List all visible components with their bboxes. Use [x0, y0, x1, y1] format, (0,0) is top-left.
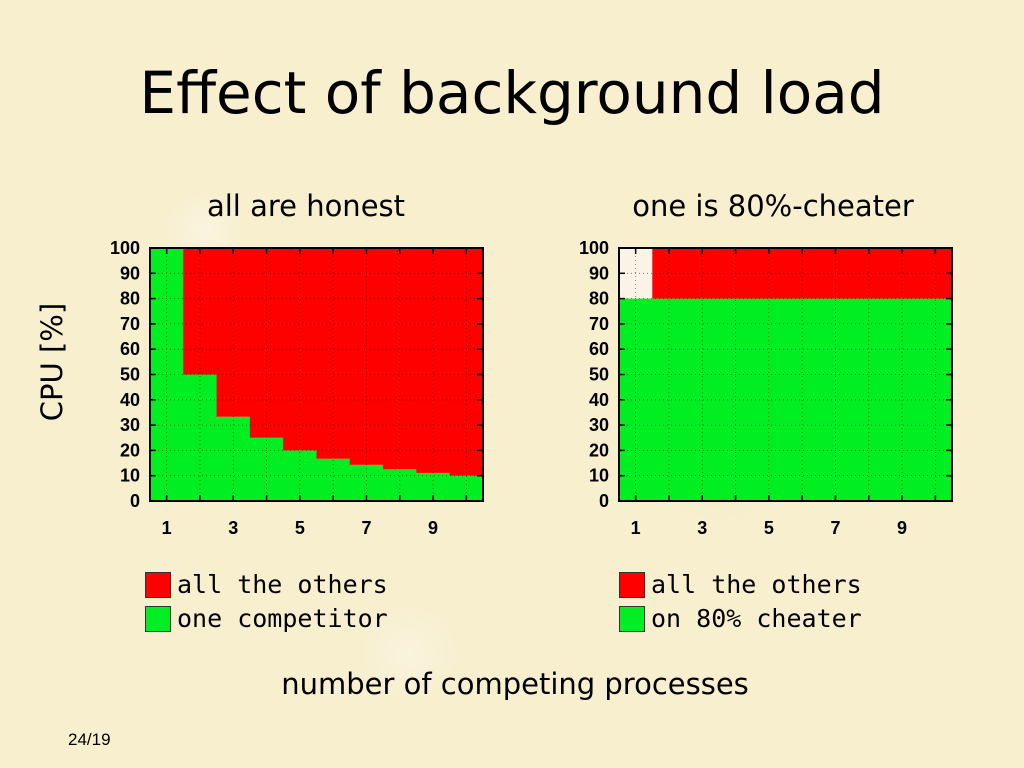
legend-swatch-red — [145, 572, 171, 598]
y-tick-label: 80 — [120, 289, 140, 309]
bar-one-competitor — [316, 458, 351, 501]
bar-all-the-others — [852, 248, 886, 299]
bar-all-the-others — [885, 248, 920, 299]
y-tick-label: 50 — [120, 365, 140, 385]
bar-all-the-others — [449, 248, 484, 476]
x-tick-label: 9 — [428, 518, 438, 538]
y-tick-label: 0 — [599, 491, 609, 511]
x-tick-label: 3 — [697, 518, 707, 538]
y-tick-label: 80 — [589, 289, 609, 309]
legend-label: all the others — [177, 570, 388, 599]
y-tick-label: 100 — [110, 238, 140, 258]
y-tick-label: 70 — [589, 314, 609, 334]
bar-all-the-others — [249, 248, 284, 438]
legend-label: all the others — [651, 570, 862, 599]
y-tick-label: 90 — [589, 263, 609, 283]
bar-all-the-others — [652, 248, 687, 299]
legend-swatch-green — [619, 606, 645, 632]
bar-all-the-others — [785, 248, 820, 299]
legend-label: one competitor — [177, 604, 388, 633]
bar-one-competitor — [349, 464, 384, 501]
legend-chart-2: all the others on 80% cheater — [619, 568, 862, 636]
y-tick-label: 60 — [589, 339, 609, 359]
y-tick-label: 0 — [130, 491, 140, 511]
y-tick-label: 20 — [120, 440, 140, 460]
x-axis-label: number of competing processes — [281, 667, 749, 701]
bar-one-competitor — [183, 374, 218, 501]
x-tick-label: 1 — [631, 518, 641, 538]
x-tick-label: 7 — [830, 518, 840, 538]
y-tick-label: 10 — [589, 466, 609, 486]
x-tick-label: 7 — [361, 518, 371, 538]
chart-1-title: all are honest — [206, 189, 406, 223]
bar-all-the-others — [685, 248, 720, 299]
legend-item: all the others — [619, 568, 862, 602]
y-tick-label: 90 — [120, 263, 140, 283]
x-tick-label: 5 — [764, 518, 774, 538]
bar-all-the-others — [752, 248, 787, 299]
x-tick-label: 3 — [228, 518, 238, 538]
y-tick-label: 20 — [589, 440, 609, 460]
x-tick-label: 1 — [162, 518, 172, 538]
legend-swatch-green — [145, 606, 171, 632]
y-tick-label: 100 — [579, 238, 609, 258]
x-tick-label: 9 — [897, 518, 907, 538]
legend-chart-1: all the others one competitor — [145, 568, 388, 636]
y-tick-label: 60 — [120, 339, 140, 359]
bar-one-competitor — [216, 416, 251, 501]
y-tick-label: 70 — [120, 314, 140, 334]
page-number: 24/19 — [68, 730, 111, 749]
x-tick-label: 5 — [295, 518, 305, 538]
y-tick-label: 40 — [589, 390, 609, 410]
legend-swatch-red — [619, 572, 645, 598]
bar-all-the-others — [183, 248, 218, 375]
chart-2-title: one is 80%-cheater — [632, 189, 914, 223]
y-tick-label: 10 — [120, 466, 140, 486]
legend-item: on 80% cheater — [619, 602, 862, 636]
bar-all-the-others — [316, 248, 351, 459]
legend-item: one competitor — [145, 602, 388, 636]
y-tick-label: 30 — [120, 415, 140, 435]
y-tick-label: 40 — [120, 390, 140, 410]
legend-item: all the others — [145, 568, 388, 602]
legend-label: on 80% cheater — [651, 604, 862, 633]
y-tick-label: 30 — [589, 415, 609, 435]
slide-title: Effect of background load — [139, 59, 885, 127]
y-tick-label: 50 — [589, 365, 609, 385]
